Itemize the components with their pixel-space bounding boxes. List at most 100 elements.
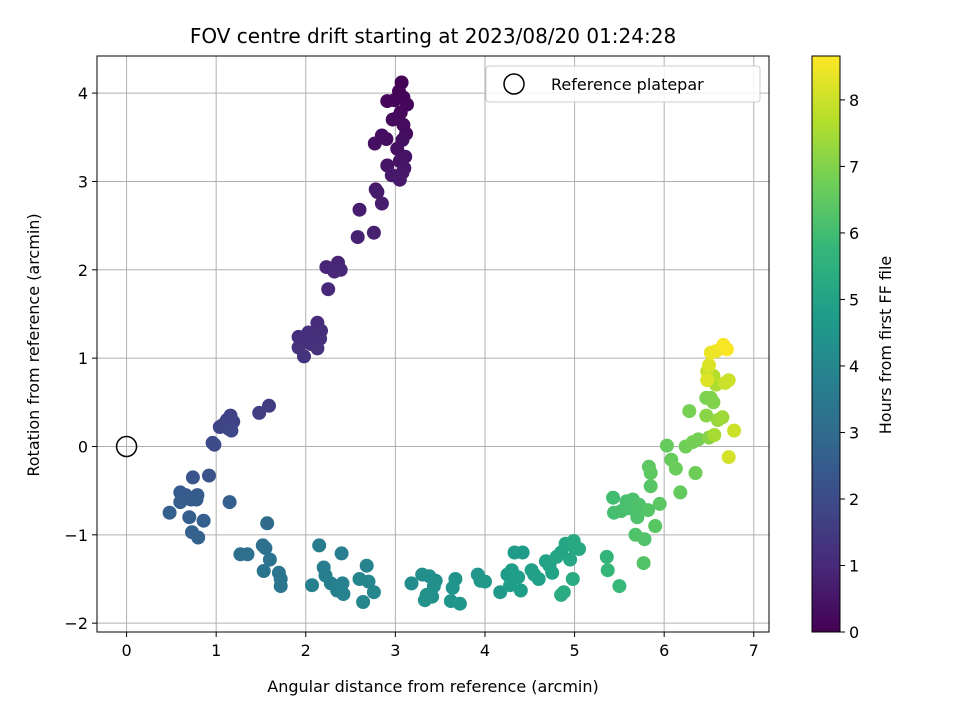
y-axis-title: Rotation from reference (arcmin) bbox=[24, 213, 43, 476]
x-tick-label: 1 bbox=[211, 641, 221, 660]
data-point bbox=[702, 358, 716, 373]
colorbar: 0 1 2 3 4 5 6 7 8 bbox=[811, 55, 859, 642]
data-point bbox=[612, 579, 627, 594]
colorbar-tick-label: 1 bbox=[849, 556, 859, 575]
data-point bbox=[445, 580, 460, 595]
data-point bbox=[256, 564, 271, 578]
data-point bbox=[336, 587, 351, 601]
plot-frame bbox=[96, 55, 770, 633]
data-point bbox=[207, 437, 222, 452]
y-tick-label: 2 bbox=[78, 261, 88, 280]
legend-label: Reference platepar bbox=[551, 75, 704, 94]
data-point bbox=[648, 519, 663, 533]
data-point bbox=[682, 404, 697, 419]
data-point bbox=[350, 230, 365, 245]
data-point bbox=[367, 136, 382, 151]
data-point bbox=[252, 405, 267, 420]
x-tick-label: 0 bbox=[121, 641, 131, 660]
data-point bbox=[385, 112, 400, 127]
data-point bbox=[545, 565, 560, 580]
x-tick-label: 6 bbox=[659, 641, 669, 660]
data-point bbox=[515, 545, 530, 560]
y-tick-label: −2 bbox=[64, 614, 88, 633]
data-point bbox=[361, 574, 376, 589]
data-point bbox=[417, 593, 432, 608]
y-axis-ticks: −2 −1 0 1 2 3 4 bbox=[64, 84, 97, 633]
data-point bbox=[262, 398, 276, 413]
data-point bbox=[173, 495, 188, 510]
data-point bbox=[700, 373, 715, 388]
colorbar-tick-label: 5 bbox=[849, 290, 859, 309]
data-point bbox=[260, 516, 275, 531]
colorbar-tick-label: 0 bbox=[849, 623, 859, 642]
y-tick-label: 1 bbox=[78, 349, 88, 368]
data-point bbox=[224, 423, 239, 438]
data-point bbox=[659, 438, 674, 453]
data-point bbox=[503, 578, 518, 593]
data-point bbox=[643, 479, 658, 494]
data-point bbox=[637, 532, 652, 547]
colorbar-tick-label: 7 bbox=[849, 157, 859, 176]
x-axis-ticks: 0 1 2 3 4 5 6 7 bbox=[121, 632, 759, 660]
x-tick-label: 2 bbox=[301, 641, 311, 660]
data-point bbox=[636, 556, 651, 571]
data-point bbox=[668, 461, 683, 476]
data-point bbox=[222, 495, 237, 510]
data-point bbox=[240, 547, 255, 562]
x-axis-title: Angular distance from reference (arcmin) bbox=[267, 677, 598, 696]
data-point bbox=[715, 410, 730, 425]
data-point bbox=[310, 341, 325, 356]
colorbar-tick-label: 2 bbox=[849, 490, 859, 509]
data-point bbox=[641, 503, 655, 518]
data-point bbox=[652, 496, 667, 511]
colorbar-title: Hours from first FF file bbox=[876, 256, 895, 435]
data-point bbox=[182, 510, 197, 525]
x-tick-label: 5 bbox=[569, 641, 579, 660]
data-point bbox=[297, 349, 311, 364]
x-tick-label: 7 bbox=[749, 641, 759, 660]
grid-lines bbox=[97, 56, 769, 632]
x-tick-label: 4 bbox=[480, 641, 490, 660]
data-point bbox=[189, 492, 204, 507]
data-point bbox=[258, 541, 273, 556]
data-point bbox=[162, 505, 177, 520]
data-point bbox=[392, 172, 407, 187]
colorbar-tick-label: 8 bbox=[849, 91, 859, 110]
data-point bbox=[643, 466, 658, 480]
data-point bbox=[202, 468, 216, 483]
data-point bbox=[380, 94, 395, 109]
data-point bbox=[196, 513, 211, 528]
data-point bbox=[673, 485, 688, 500]
data-point bbox=[321, 282, 336, 297]
data-point bbox=[359, 558, 374, 573]
data-point bbox=[191, 530, 206, 545]
data-point bbox=[334, 546, 349, 561]
colorbar-tick-label: 4 bbox=[849, 357, 859, 376]
data-point bbox=[379, 132, 394, 146]
data-point bbox=[719, 342, 734, 357]
data-point bbox=[262, 552, 277, 567]
data-point bbox=[374, 196, 389, 211]
legend-marker-icon bbox=[503, 73, 525, 95]
data-point bbox=[600, 563, 615, 578]
data-points bbox=[162, 75, 742, 611]
data-point bbox=[327, 264, 342, 279]
data-point bbox=[688, 466, 703, 480]
data-point bbox=[366, 225, 381, 240]
data-point bbox=[356, 595, 371, 609]
data-point bbox=[572, 542, 586, 556]
legend: Reference platepar bbox=[485, 65, 761, 103]
y-tick-label: 3 bbox=[78, 172, 88, 191]
data-point bbox=[721, 450, 736, 465]
x-tick-label: 3 bbox=[390, 641, 400, 660]
data-point bbox=[370, 185, 385, 199]
colorbar-gradient bbox=[811, 55, 841, 633]
data-point bbox=[513, 583, 528, 598]
data-point bbox=[352, 202, 367, 217]
data-point bbox=[531, 572, 546, 586]
colorbar-tick-label: 3 bbox=[849, 423, 859, 442]
data-point bbox=[366, 585, 381, 600]
reference-marker bbox=[115, 435, 138, 458]
data-point bbox=[721, 373, 736, 388]
data-point bbox=[452, 596, 467, 611]
